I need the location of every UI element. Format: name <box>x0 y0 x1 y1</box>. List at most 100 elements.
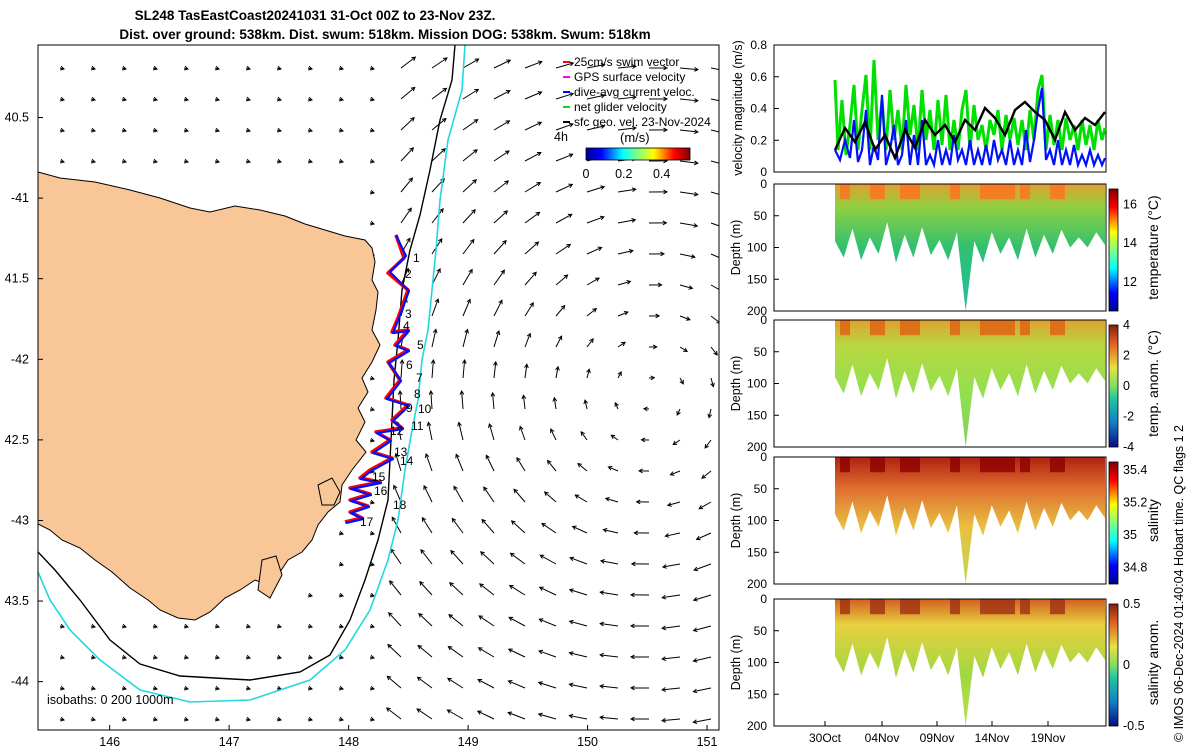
vector-arrowhead <box>568 619 574 625</box>
track-label-14: 14 <box>400 454 414 468</box>
vector-arrowhead <box>385 707 391 712</box>
vector-arrowhead <box>614 401 619 407</box>
vector-arrow <box>400 117 415 131</box>
vector-arrow <box>461 391 464 410</box>
heatmap-section <box>835 184 1105 311</box>
heatmap-hotspot <box>995 599 1015 615</box>
vector-arrowhead <box>577 462 583 468</box>
vector-arrowhead <box>153 96 159 102</box>
vector-arrow <box>617 280 631 286</box>
vector-arrow <box>586 216 605 224</box>
vector-arrow <box>448 614 464 627</box>
vector-arrowhead <box>473 119 479 124</box>
vector-arrowhead <box>421 516 427 522</box>
vector-arrow <box>662 656 681 660</box>
vector-arrowhead <box>153 654 159 660</box>
vector-arrowhead <box>628 249 634 254</box>
tasmania-landmass <box>38 171 381 621</box>
colorbar-tick-label: 35.4 <box>1123 463 1147 477</box>
depth-tick-label: 100 <box>747 656 767 670</box>
vector-arrow <box>665 532 681 537</box>
heatmap-section <box>835 320 1105 447</box>
track-label-3: 3 <box>405 307 412 321</box>
vector-arrow <box>586 308 597 317</box>
vector-arrowhead <box>507 711 513 716</box>
vector-arrowhead <box>631 187 637 193</box>
panel-colorbar <box>1108 461 1119 585</box>
vector-arrow <box>395 453 402 472</box>
vector-arrowhead <box>725 69 729 73</box>
vector-arrowhead <box>621 341 626 347</box>
vector-arrow <box>479 583 495 596</box>
vector-arrow <box>400 87 416 100</box>
vector-arrow <box>710 222 719 227</box>
vector-arrow <box>524 152 542 162</box>
vector-arrowhead <box>370 592 376 598</box>
vector-arrow <box>662 625 681 629</box>
map-y-tick-label: -43 <box>11 513 29 527</box>
vector-arrowhead <box>701 474 706 479</box>
vector-arrowhead <box>453 485 458 491</box>
vector-arrowhead <box>461 359 467 364</box>
vector-arrowhead <box>685 316 691 321</box>
vector-arrowhead <box>568 183 574 188</box>
vector-arrowhead <box>599 215 605 221</box>
vector-arrowhead <box>539 554 545 559</box>
vector-arrow <box>617 127 636 131</box>
vector-arrowhead <box>60 96 66 102</box>
vector-arrowhead <box>308 65 314 71</box>
vector-arrowhead <box>599 684 604 689</box>
vector-arrowhead <box>526 332 532 338</box>
vector-arrow <box>693 594 712 601</box>
vector-arrow <box>524 61 542 69</box>
vector-arrowhead <box>153 623 159 629</box>
vector-arrowhead <box>441 148 446 153</box>
vector-arrowhead <box>370 375 376 381</box>
vector-arrowhead <box>339 65 345 71</box>
vector-arrowhead <box>277 158 283 164</box>
vector-arrow <box>431 298 439 317</box>
colorbar-label: salinity <box>1145 499 1161 542</box>
depth-tick-label: 100 <box>747 377 767 391</box>
vector-arrowhead <box>409 147 415 152</box>
track-label-6: 6 <box>406 358 413 372</box>
vector-arrow <box>693 687 712 693</box>
legend-item-label: dive-avg current veloc. <box>574 85 695 99</box>
vector-arrow <box>462 239 475 255</box>
vector-arrow <box>586 186 605 193</box>
vector-arrow <box>617 341 626 348</box>
colorbar-tick-label: 35.2 <box>1123 496 1147 510</box>
vector-arrowhead <box>693 223 699 228</box>
vector-arrow <box>600 654 619 658</box>
vector-arrowhead <box>508 616 514 622</box>
vector-arrowhead <box>446 709 452 714</box>
vector-arrow <box>600 685 619 689</box>
vector-arrowhead <box>506 59 512 64</box>
vector-arrowhead <box>370 530 376 536</box>
vector-arrowhead <box>428 389 434 395</box>
vector-arrowhead <box>676 410 681 416</box>
vector-arrow <box>539 586 557 596</box>
vector-arrowhead <box>339 685 345 691</box>
vector-arrowhead <box>215 623 221 629</box>
vector-arrowhead <box>599 621 605 627</box>
vector-arrow <box>679 315 691 321</box>
vector-arrow <box>447 677 464 689</box>
vector-arrowhead <box>592 307 598 313</box>
vector-arrowhead <box>529 302 534 307</box>
credit-text: © IMOS 06-Dec-2024 01:40:04 Hobart time.… <box>1172 425 1186 742</box>
vector-arrow <box>662 563 681 568</box>
vector-arrowhead <box>393 484 398 490</box>
vector-arrow <box>419 581 433 596</box>
vector-arrowhead <box>246 65 252 71</box>
vector-arrowhead <box>455 453 460 459</box>
vector-arrow <box>430 391 433 410</box>
vector-arrowhead <box>498 299 503 305</box>
vector-arrowhead <box>629 685 635 691</box>
vector-arrow <box>431 87 447 100</box>
vector-arrow <box>450 550 464 565</box>
